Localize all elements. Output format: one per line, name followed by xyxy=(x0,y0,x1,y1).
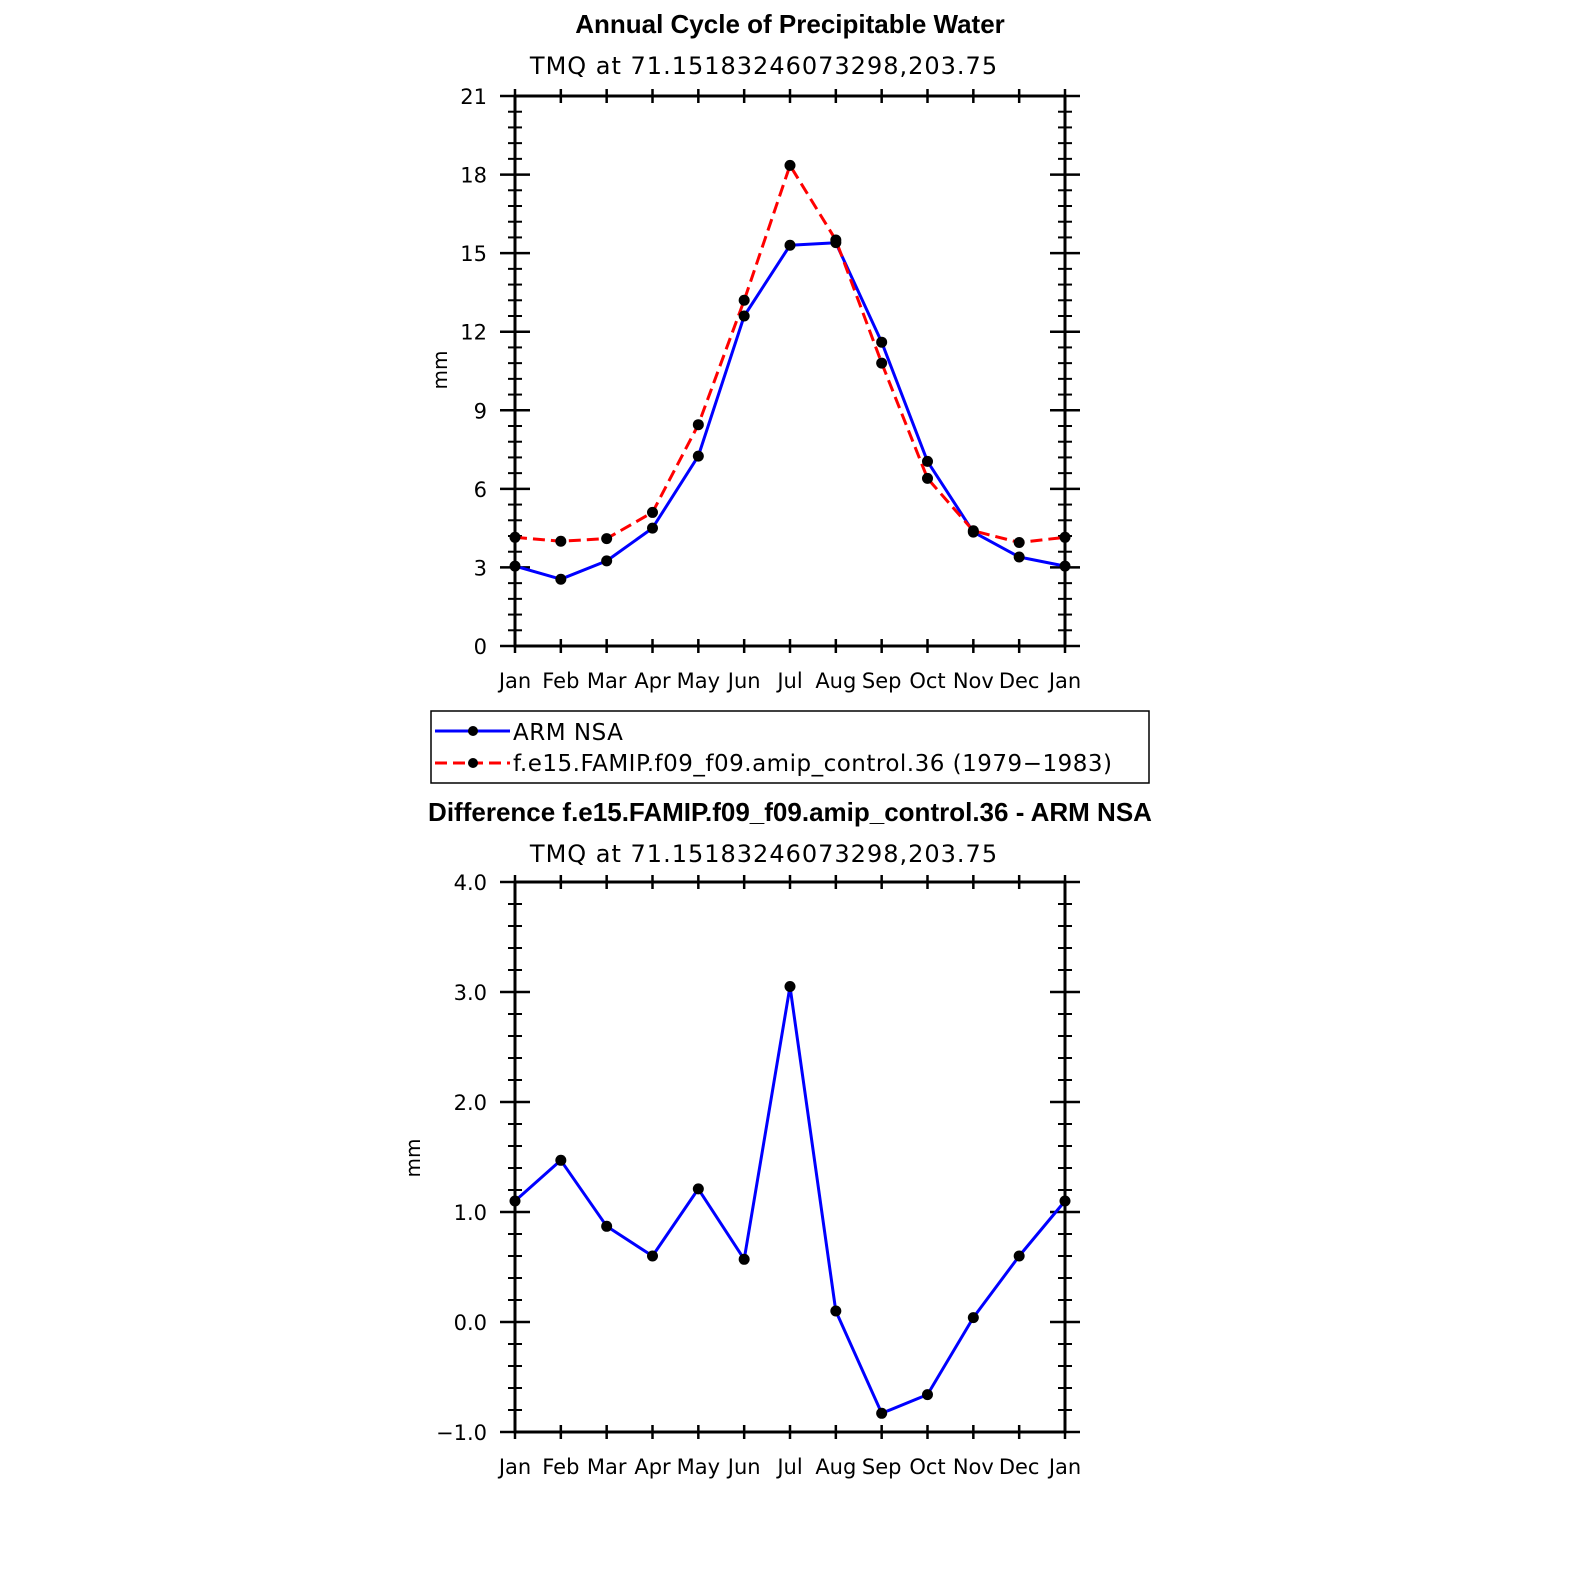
annual-cycle-chart: Annual Cycle of Precipitable Water TMQ a… xyxy=(428,9,1081,693)
data-point-s0 xyxy=(1013,1250,1025,1262)
data-point-s0 xyxy=(738,310,750,322)
data-point-s1 xyxy=(1059,531,1071,543)
y-tick-label: 2.0 xyxy=(454,1091,487,1115)
data-point-s0 xyxy=(1059,1195,1071,1207)
x-tick-label: Dec xyxy=(999,1455,1040,1479)
y-tick-label: 12 xyxy=(460,321,487,345)
difference-chart: Difference f.e15.FAMIP.f09_f09.amip_cont… xyxy=(401,797,1152,1479)
data-point-s1 xyxy=(967,525,979,537)
x-tick-label: May xyxy=(677,1455,720,1479)
x-tick-label: Jan xyxy=(1047,669,1081,693)
data-point-s1 xyxy=(509,531,521,543)
y-tick-label: 6 xyxy=(474,478,487,502)
y-tick-label: 0 xyxy=(474,635,487,659)
data-point-s1 xyxy=(555,535,567,547)
x-tick-label: Jun xyxy=(726,669,761,693)
data-point-s0 xyxy=(830,1305,842,1317)
legend-marker-famip xyxy=(468,758,478,768)
x-tick-label: Apr xyxy=(634,669,671,693)
data-point-s0 xyxy=(1013,551,1025,563)
x-tick-label: Oct xyxy=(909,1455,945,1479)
data-point-s0 xyxy=(784,981,796,992)
y-axis-label: mm xyxy=(428,351,452,390)
x-tick-label: Aug xyxy=(815,1455,856,1479)
chart-subtitle: TMQ at 71.15183246073298,203.75 xyxy=(529,52,998,80)
x-tick-label: Sep xyxy=(862,1455,902,1479)
chart-title: Annual Cycle of Precipitable Water xyxy=(575,9,1005,39)
x-tick-label: Sep xyxy=(862,669,902,693)
legend-box xyxy=(430,710,1150,784)
x-tick-label: Jan xyxy=(1047,1455,1081,1479)
legend-entry-arm-nsa: ARM NSA xyxy=(513,720,623,746)
data-point-s1 xyxy=(647,506,658,518)
y-tick-label: 15 xyxy=(460,242,487,266)
series-line-1 xyxy=(514,163,1066,544)
x-tick-label: Jul xyxy=(775,1455,802,1479)
data-point-s1 xyxy=(601,533,613,545)
x-tick-label: Feb xyxy=(542,669,579,693)
legend-entry-famip: f.e15.FAMIP.f09_f09.amip_control.36 (197… xyxy=(513,751,1112,777)
data-point-s0 xyxy=(692,450,704,462)
y-axis-label: mm xyxy=(401,1139,425,1178)
data-point-s0 xyxy=(692,1183,704,1195)
data-point-s0 xyxy=(647,522,658,534)
data-point-s1 xyxy=(922,472,933,484)
y-tick-label: 9 xyxy=(474,399,487,423)
data-point-s0 xyxy=(509,560,521,572)
x-tick-label: Jun xyxy=(726,1455,761,1479)
data-point-s1 xyxy=(830,234,842,246)
data-point-s1 xyxy=(692,419,704,431)
data-point-s0 xyxy=(738,1253,750,1265)
y-tick-label: 3.0 xyxy=(454,981,487,1005)
data-point-s1 xyxy=(738,294,750,306)
y-tick-label: 1.0 xyxy=(454,1201,487,1225)
data-point-s0 xyxy=(1059,560,1071,572)
data-point-s1 xyxy=(784,159,796,171)
y-tick-label: −1.0 xyxy=(436,1421,487,1445)
x-tick-label: Apr xyxy=(634,1455,671,1479)
x-tick-label: Feb xyxy=(542,1455,579,1479)
data-point-s0 xyxy=(876,1407,888,1419)
x-tick-label: Dec xyxy=(999,669,1040,693)
data-point-s1 xyxy=(876,357,888,369)
x-tick-label: Aug xyxy=(815,669,856,693)
x-tick-label: Oct xyxy=(909,669,945,693)
plot-frame xyxy=(513,880,1067,1434)
x-tick-label: Jul xyxy=(775,669,802,693)
data-point-s0 xyxy=(967,1312,979,1324)
data-point-s0 xyxy=(555,573,567,585)
x-tick-label: Mar xyxy=(587,669,627,693)
data-point-s0 xyxy=(922,1389,933,1401)
data-point-s1 xyxy=(1013,537,1025,549)
data-point-s0 xyxy=(509,1195,521,1207)
chart-title: Difference f.e15.FAMIP.f09_f09.amip_cont… xyxy=(428,797,1152,827)
x-tick-label: Mar xyxy=(587,1455,627,1479)
data-point-s0 xyxy=(555,1154,567,1166)
x-tick-label: Nov xyxy=(953,669,994,693)
y-tick-label: 0.0 xyxy=(454,1311,487,1335)
data-point-s0 xyxy=(922,455,933,467)
y-tick-label: 21 xyxy=(460,85,487,109)
legend-marker-arm-nsa xyxy=(468,726,478,736)
data-point-s0 xyxy=(647,1250,658,1262)
x-tick-label: Jan xyxy=(497,669,531,693)
y-tick-label: 3 xyxy=(474,556,487,580)
data-point-s0 xyxy=(601,555,613,567)
x-tick-label: Jan xyxy=(497,1455,531,1479)
y-tick-label: 18 xyxy=(460,164,487,188)
y-tick-label: 4.0 xyxy=(454,871,487,895)
data-point-s0 xyxy=(784,239,796,251)
data-point-s0 xyxy=(601,1220,613,1232)
x-tick-label: May xyxy=(677,669,720,693)
series-line-0 xyxy=(514,241,1066,581)
data-point-s0 xyxy=(876,336,888,348)
chart-subtitle: TMQ at 71.15183246073298,203.75 xyxy=(529,840,998,868)
x-tick-label: Nov xyxy=(953,1455,994,1479)
series-line-0 xyxy=(514,985,1067,1415)
legend: ARM NSA f.e15.FAMIP.f09_f09.amip_control… xyxy=(430,710,1150,784)
